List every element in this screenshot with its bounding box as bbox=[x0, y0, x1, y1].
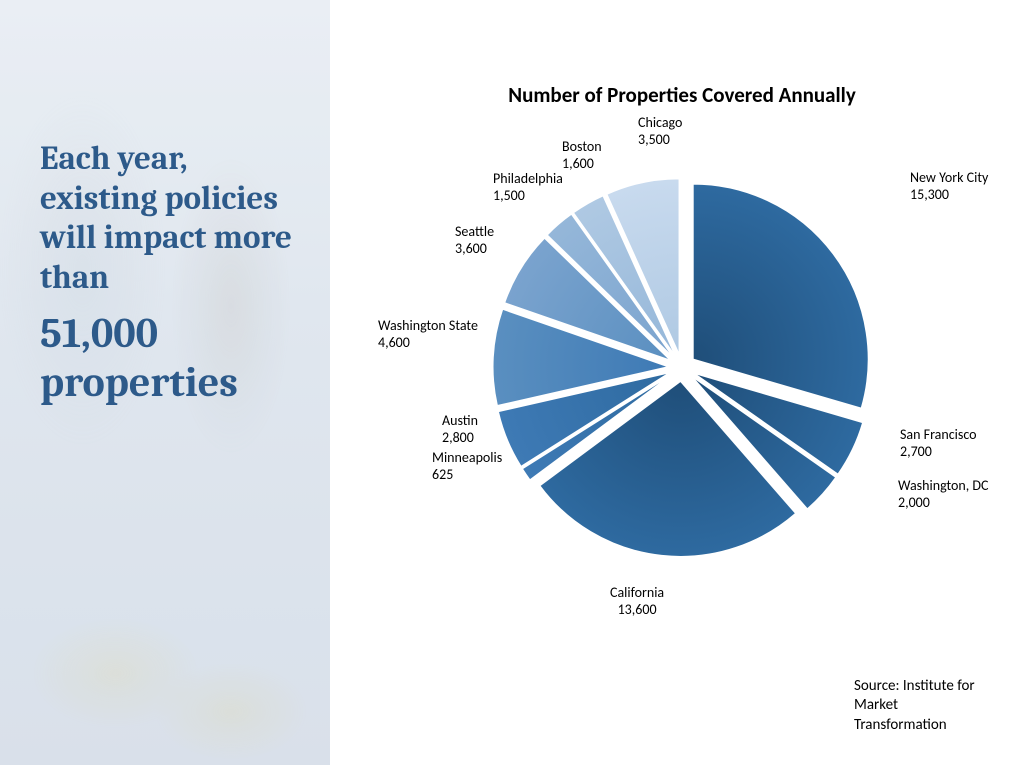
headline-block: Each year, existing policies will impact… bbox=[40, 140, 310, 407]
slice-label-name: Washington State bbox=[378, 318, 478, 335]
slice-label-value: 3,600 bbox=[455, 241, 494, 258]
slice-label: Philadelphia1,500 bbox=[493, 171, 563, 205]
source-note: Source: Institute for Market Transformat… bbox=[854, 677, 994, 736]
slice-label: Chicago3,500 bbox=[638, 115, 682, 149]
slice-label: Seattle3,600 bbox=[455, 224, 494, 258]
slice-label-value: 13,600 bbox=[610, 602, 664, 619]
slice-label-value: 15,300 bbox=[910, 187, 988, 204]
slice-label-value: 2,700 bbox=[900, 444, 977, 461]
headline-big: 51,000 properties bbox=[40, 310, 310, 407]
slice-label: Minneapolis625 bbox=[432, 450, 502, 484]
slice-label-name: Boston bbox=[562, 139, 602, 156]
headline-lead: Each year, existing policies will impact… bbox=[40, 140, 310, 298]
slice-label: California13,600 bbox=[610, 585, 664, 619]
pie-chart bbox=[340, 0, 1024, 743]
slice-label-value: 4,600 bbox=[378, 335, 478, 352]
chart-area: Number of Properties Covered Annually Ne… bbox=[340, 0, 1024, 765]
slice-label-value: 2,800 bbox=[442, 430, 478, 447]
slice-label-value: 3,500 bbox=[638, 132, 682, 149]
slice-label: Austin2,800 bbox=[442, 413, 478, 447]
slice-label-name: Austin bbox=[442, 413, 478, 430]
slice-label: Washington State4,600 bbox=[378, 318, 478, 352]
slice-label-name: Washington, DC bbox=[898, 478, 988, 495]
slice-label: Boston1,600 bbox=[562, 139, 602, 173]
slice-label-value: 2,000 bbox=[898, 495, 988, 512]
slice-label: San Francisco2,700 bbox=[900, 427, 977, 461]
slice-label-name: Philadelphia bbox=[493, 171, 563, 188]
slice-label-name: Chicago bbox=[638, 115, 682, 132]
slice-label-name: Seattle bbox=[455, 224, 494, 241]
slice-label-value: 1,600 bbox=[562, 156, 602, 173]
slice-label: Washington, DC2,000 bbox=[898, 478, 988, 512]
slice-label-name: New York City bbox=[910, 170, 988, 187]
slice-label-value: 625 bbox=[432, 467, 502, 484]
slice-label-name: Minneapolis bbox=[432, 450, 502, 467]
slice-label-name: San Francisco bbox=[900, 427, 977, 444]
slice-label: New York City15,300 bbox=[910, 170, 988, 204]
pie-slice bbox=[693, 184, 868, 408]
slice-label-name: California bbox=[610, 585, 664, 602]
slice-label-value: 1,500 bbox=[493, 188, 563, 205]
